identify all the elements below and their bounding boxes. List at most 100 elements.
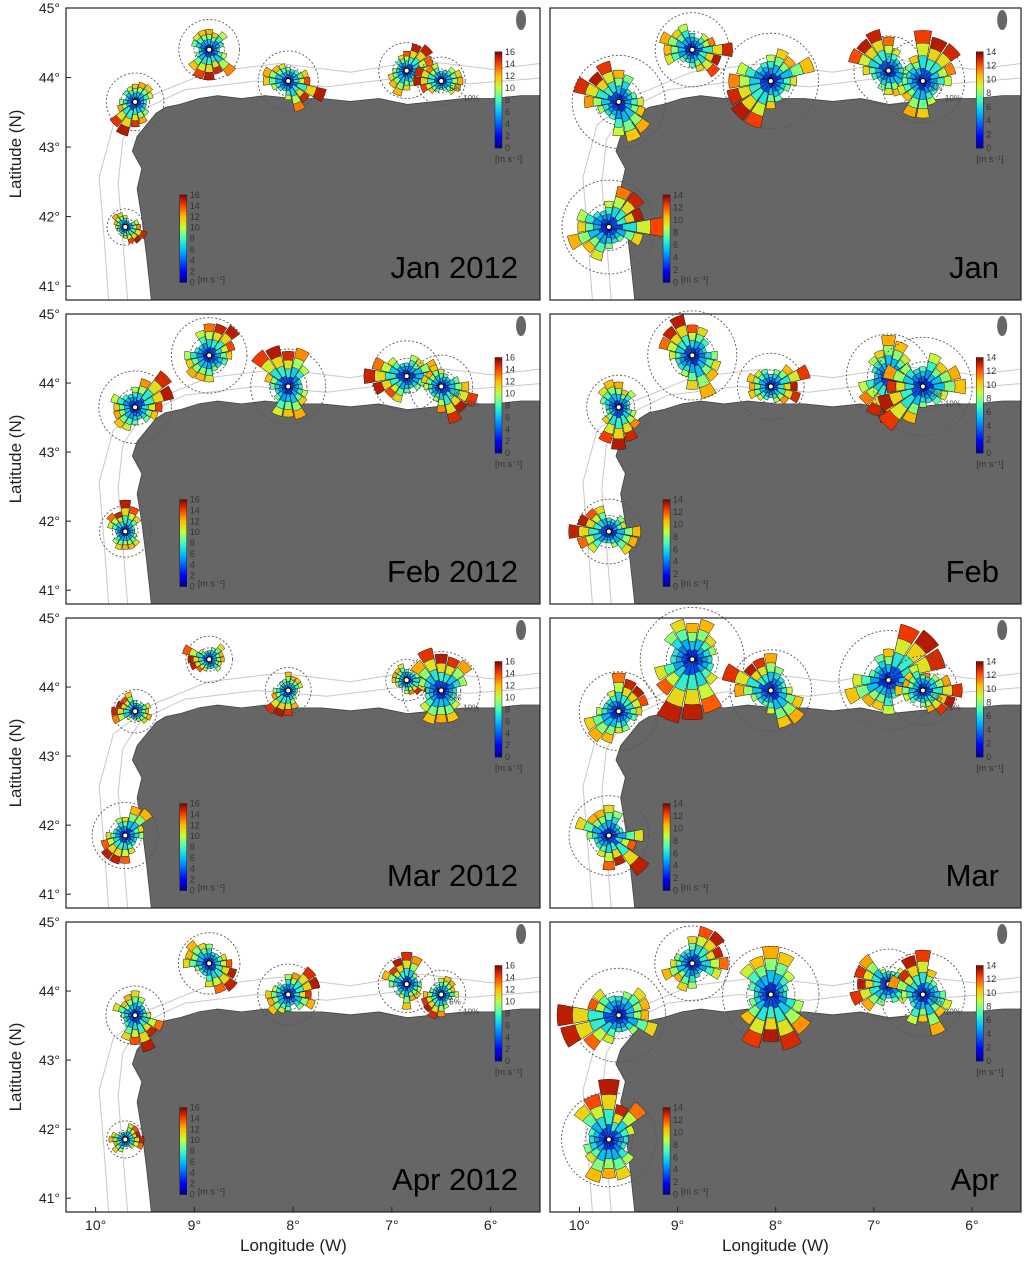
- colorbar-unit: [m s⁻¹]: [681, 579, 708, 589]
- colorbar-unit: [m s⁻¹]: [976, 154, 1003, 164]
- colorbar: 14 12 10 8 6 4 2 0[m s⁻¹]: [976, 353, 1004, 469]
- latitude-tick-label: 41°: [39, 582, 60, 598]
- rose-sector: [439, 386, 443, 394]
- wind-rose: [880, 30, 966, 124]
- colorbar-tick-label: 4: [986, 1029, 991, 1039]
- percent-circle: [106, 208, 144, 246]
- colorbar: 14 12 10 8 6 4 2 0[m s⁻¹]: [662, 495, 708, 592]
- percent-circle: [401, 651, 481, 730]
- site-marker: [132, 1012, 139, 1019]
- site-marker: [285, 991, 292, 998]
- colorbar-tick-label: 14: [673, 799, 683, 809]
- colorbar-tick-label: 2: [986, 739, 991, 749]
- site-marker: [919, 687, 926, 694]
- wind-rose: [111, 689, 158, 734]
- rose-sector: [286, 386, 290, 395]
- land-mass: [615, 400, 1022, 605]
- colorbar-tick-label: 12: [986, 61, 996, 71]
- colorbar-tick-label: 10: [190, 527, 200, 537]
- percent-circle: [91, 801, 159, 870]
- site-marker: [615, 708, 622, 715]
- rose-sector: [616, 407, 621, 419]
- colorbar-tick-label: 14: [986, 961, 996, 971]
- site-marker: [615, 1012, 622, 1019]
- rose-sector: [609, 100, 619, 104]
- wind-rose: [99, 499, 152, 558]
- rose-sector: [123, 835, 127, 843]
- wind-rose: [561, 179, 665, 275]
- site-marker: [403, 981, 410, 988]
- colorbar-tick-label: 0: [673, 1190, 678, 1200]
- wind-rose: [578, 671, 659, 752]
- site-marker: [605, 832, 612, 839]
- colorbar-tick-label: 0: [505, 448, 510, 458]
- colorbar-tick-label: 10: [673, 519, 683, 529]
- site-marker: [767, 687, 774, 694]
- rose-sector: [607, 220, 611, 228]
- percent-circle: [250, 348, 327, 425]
- rose-sector: [920, 80, 925, 91]
- panel-frame: [65, 7, 541, 301]
- colorbar-tick-label: 12: [505, 680, 515, 690]
- percent-circle: [873, 336, 973, 437]
- percent-circle: [193, 34, 225, 66]
- latitude-tick-label: 45°: [39, 610, 60, 626]
- percent-circle: [178, 18, 240, 81]
- colorbar-unit: [m s⁻¹]: [681, 1187, 708, 1197]
- colorbar-tick-label: 12: [190, 1124, 200, 1134]
- colorbar-tick-label: 4: [505, 1032, 510, 1042]
- colorbar-tick-label: 16: [505, 353, 515, 363]
- panel-frame: [549, 7, 1022, 301]
- wind-rose: [105, 72, 165, 137]
- site-marker: [438, 991, 445, 998]
- colorbar-tick-label: 0: [190, 582, 195, 592]
- wind-rose: [250, 345, 327, 425]
- rose-sector: [769, 74, 773, 82]
- colorbar-tick-label: 14: [505, 972, 515, 982]
- percent-label: 10%: [945, 704, 961, 713]
- rose-sector: [607, 95, 619, 103]
- wind-rose: [848, 29, 924, 106]
- rose-sector: [690, 347, 694, 356]
- colorbar-tick-label: 2: [986, 1043, 991, 1053]
- site-marker: [122, 528, 129, 535]
- colorbar: 16 14 12 10 8 6 4 2 0[m s⁻¹]: [494, 47, 522, 164]
- rose-sector: [616, 701, 621, 712]
- y-axis-label: Latitude (N): [6, 718, 25, 808]
- colorbar-tick-label: 2: [673, 873, 678, 883]
- colorbar-tick-label: 0: [505, 1056, 510, 1066]
- wind-rose: [873, 336, 973, 437]
- colorbar-unit: [m s⁻¹]: [198, 274, 225, 284]
- rose-sector: [616, 101, 621, 111]
- panel-label: Jan: [949, 250, 999, 285]
- longitude-tick-label: 8°: [286, 1217, 299, 1233]
- site-marker: [285, 78, 292, 84]
- percent-circle: [185, 635, 233, 684]
- site-marker: [689, 960, 696, 967]
- site-marker: [919, 78, 926, 84]
- colorbar-tick-label: 8: [505, 400, 510, 410]
- colorbar-tick-label: 12: [986, 366, 996, 376]
- island: [997, 620, 1008, 640]
- longitude-tick-label: 9°: [188, 1217, 201, 1233]
- colorbar-tick-label: 6: [190, 245, 195, 255]
- colorbar: 14 12 10 8 6 4 2 0[m s⁻¹]: [976, 47, 1004, 164]
- colorbar-tick-label: 12: [673, 507, 683, 517]
- wind-rose: [182, 635, 233, 684]
- island: [997, 10, 1008, 30]
- colorbar-tick-label: 10: [505, 388, 515, 398]
- longitude-tick-label: 8°: [769, 1217, 782, 1233]
- colorbar-tick-label: 10: [505, 692, 515, 702]
- percent-circle: [571, 54, 666, 149]
- colorbar-tick-label: 6: [190, 1157, 195, 1167]
- percent-circle: [112, 689, 158, 734]
- colorbar-tick-label: 14: [673, 190, 683, 200]
- latitude-tick-label: 44°: [39, 679, 60, 695]
- colorbar-tick-label: 12: [673, 202, 683, 212]
- colorbar: 14 12 10 8 6 4 2 0[m s⁻¹]: [662, 190, 708, 287]
- colorbar-tick-label: 4: [505, 728, 510, 738]
- colorbar-unit: [m s⁻¹]: [495, 459, 522, 469]
- island: [516, 924, 527, 944]
